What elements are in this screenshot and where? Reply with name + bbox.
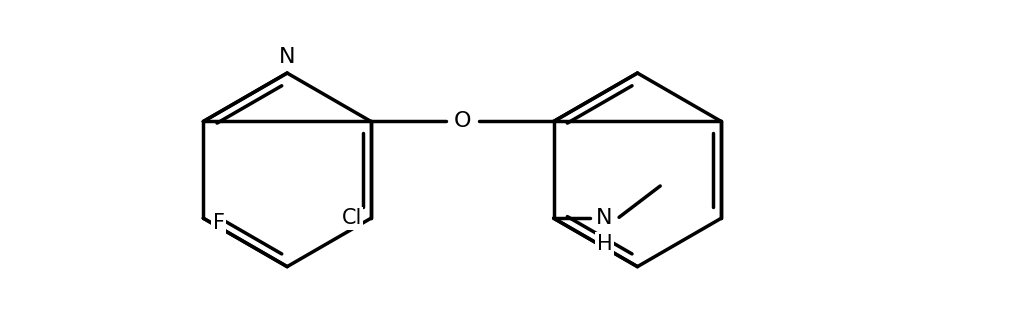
- Text: N: N: [279, 47, 295, 67]
- Text: H: H: [596, 234, 613, 254]
- Text: Cl: Cl: [342, 208, 362, 228]
- Text: F: F: [212, 213, 225, 233]
- Text: O: O: [453, 112, 471, 131]
- Text: N: N: [596, 208, 613, 228]
